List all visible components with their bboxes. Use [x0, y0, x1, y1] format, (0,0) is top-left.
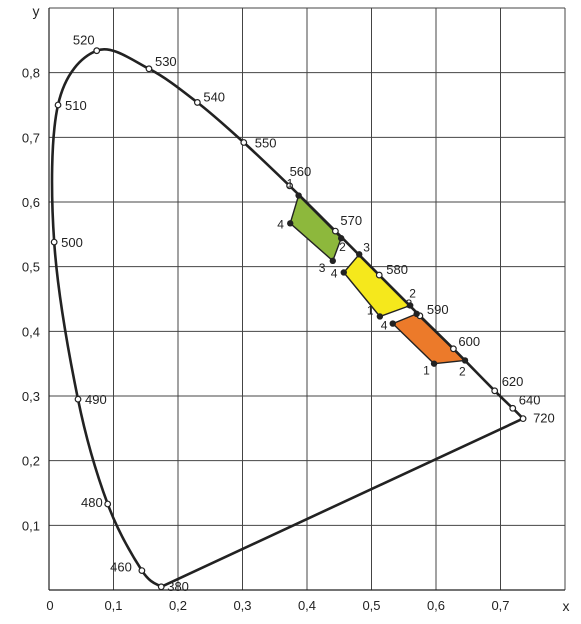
y-tick-label: 0,8 — [22, 66, 40, 81]
wavelength-label: 500 — [61, 235, 83, 250]
color-regions — [289, 194, 466, 365]
region-vertex-label: 3 — [319, 261, 326, 275]
wavelength-marker — [93, 47, 101, 55]
wavelength-marker — [331, 227, 339, 235]
wavelength-marker — [104, 500, 112, 508]
wavelength-label: 550 — [255, 136, 277, 151]
wavelength-label: 720 — [533, 411, 555, 426]
wavelength-marker — [491, 387, 499, 395]
wavelength-marker — [286, 182, 293, 190]
wavelength-marker — [157, 583, 165, 591]
spectral-locus — [50, 48, 525, 589]
wavelength-label: 380 — [167, 579, 189, 594]
wavelength-label: 480 — [81, 495, 103, 510]
region-vertex — [430, 360, 438, 367]
wavelength-label: 520 — [73, 33, 95, 48]
region-vertex-label: 2 — [409, 286, 416, 300]
region-vertex — [376, 313, 384, 320]
region-vertex-label: 2 — [459, 364, 466, 378]
region-vertex — [287, 220, 294, 227]
axes — [48, 8, 565, 591]
y-tick-label: 0,6 — [22, 195, 40, 210]
x-tick-label: 0,5 — [362, 598, 380, 613]
wavelength-labels: 380 460 480 490 500 510 520 530 540 550 560 570 580 5… — [50, 33, 555, 594]
region-vertex-label: 1 — [367, 303, 374, 317]
x-tick-label: 0,1 — [104, 598, 122, 613]
region-vertex — [329, 257, 336, 265]
y-tick-label: 0,4 — [22, 324, 40, 339]
region-vertex — [340, 269, 347, 276]
wavelength-label: 510 — [65, 98, 87, 113]
region-vertex-label: 4 — [331, 266, 338, 280]
x-tick-label: 0,3 — [233, 598, 251, 613]
x-tick-label: 0,6 — [427, 598, 445, 613]
region-vertex — [337, 235, 345, 242]
region-vertex — [295, 192, 302, 199]
wavelength-marker — [450, 345, 457, 353]
region-vertex-label: 3 — [406, 297, 413, 311]
wavelength-marker — [519, 415, 527, 423]
x-tick-label: 0,4 — [298, 598, 316, 613]
y-tick-label: 0,5 — [22, 260, 40, 275]
y-tick-label: 0,7 — [22, 130, 40, 145]
wavelength-marker — [54, 101, 62, 109]
wavelength-marker — [509, 404, 517, 412]
region-vertex — [461, 357, 469, 364]
region-vertex-label: 2 — [339, 240, 346, 254]
region-vertex-label: 3 — [363, 240, 370, 254]
spectral-locus-curve — [50, 48, 525, 589]
wavelength-label: 600 — [458, 334, 480, 349]
grid-lines — [49, 7, 566, 590]
wavelength-label: 490 — [85, 392, 107, 407]
wavelength-label: 540 — [203, 89, 225, 104]
wavelength-label: 560 — [290, 164, 312, 179]
region-vertex — [356, 251, 363, 258]
wavelength-marker — [74, 395, 82, 403]
wavelength-label: 570 — [340, 213, 362, 228]
region-vertex-label: 4 — [277, 217, 284, 231]
color-region — [392, 313, 466, 365]
wavelength-marker — [50, 238, 58, 246]
wavelength-marker — [240, 139, 248, 146]
y-tick-label: 0,2 — [22, 454, 40, 469]
wavelength-label: 640 — [519, 392, 541, 407]
region-vertex — [407, 302, 414, 309]
wavelength-marker — [375, 271, 383, 279]
wavelength-marker — [193, 99, 201, 106]
region-vertex — [413, 310, 420, 318]
region-vertex-label: 1 — [287, 177, 294, 191]
wavelength-label: 620 — [502, 374, 524, 389]
wavelength-label: 590 — [427, 302, 449, 317]
wavelength-label: 530 — [155, 54, 177, 69]
x-tick-label: 0 — [46, 598, 53, 613]
y-axis-label: y — [33, 3, 40, 19]
region-vertex-label: 4 — [381, 319, 388, 333]
wavelength-label: 460 — [110, 560, 132, 575]
wavelength-label: 580 — [386, 262, 408, 277]
x-tick-label: 0,7 — [491, 598, 509, 613]
wavelength-marker — [138, 567, 146, 574]
y-tick-label: 0,1 — [22, 518, 40, 533]
region-vertex — [389, 320, 396, 327]
x-axis-label: x — [563, 598, 570, 614]
tick-labels: 0 0,1 0,2 0,3 0,4 0,5 0,6 0,7 0,1 0,2 0,3 0,4 0,5 0,6… — [22, 66, 510, 613]
y-tick-label: 0,3 — [22, 389, 40, 404]
x-tick-label: 0,2 — [169, 598, 187, 613]
wavelength-marker — [145, 65, 153, 73]
region-vertex-label: 1 — [423, 364, 430, 378]
